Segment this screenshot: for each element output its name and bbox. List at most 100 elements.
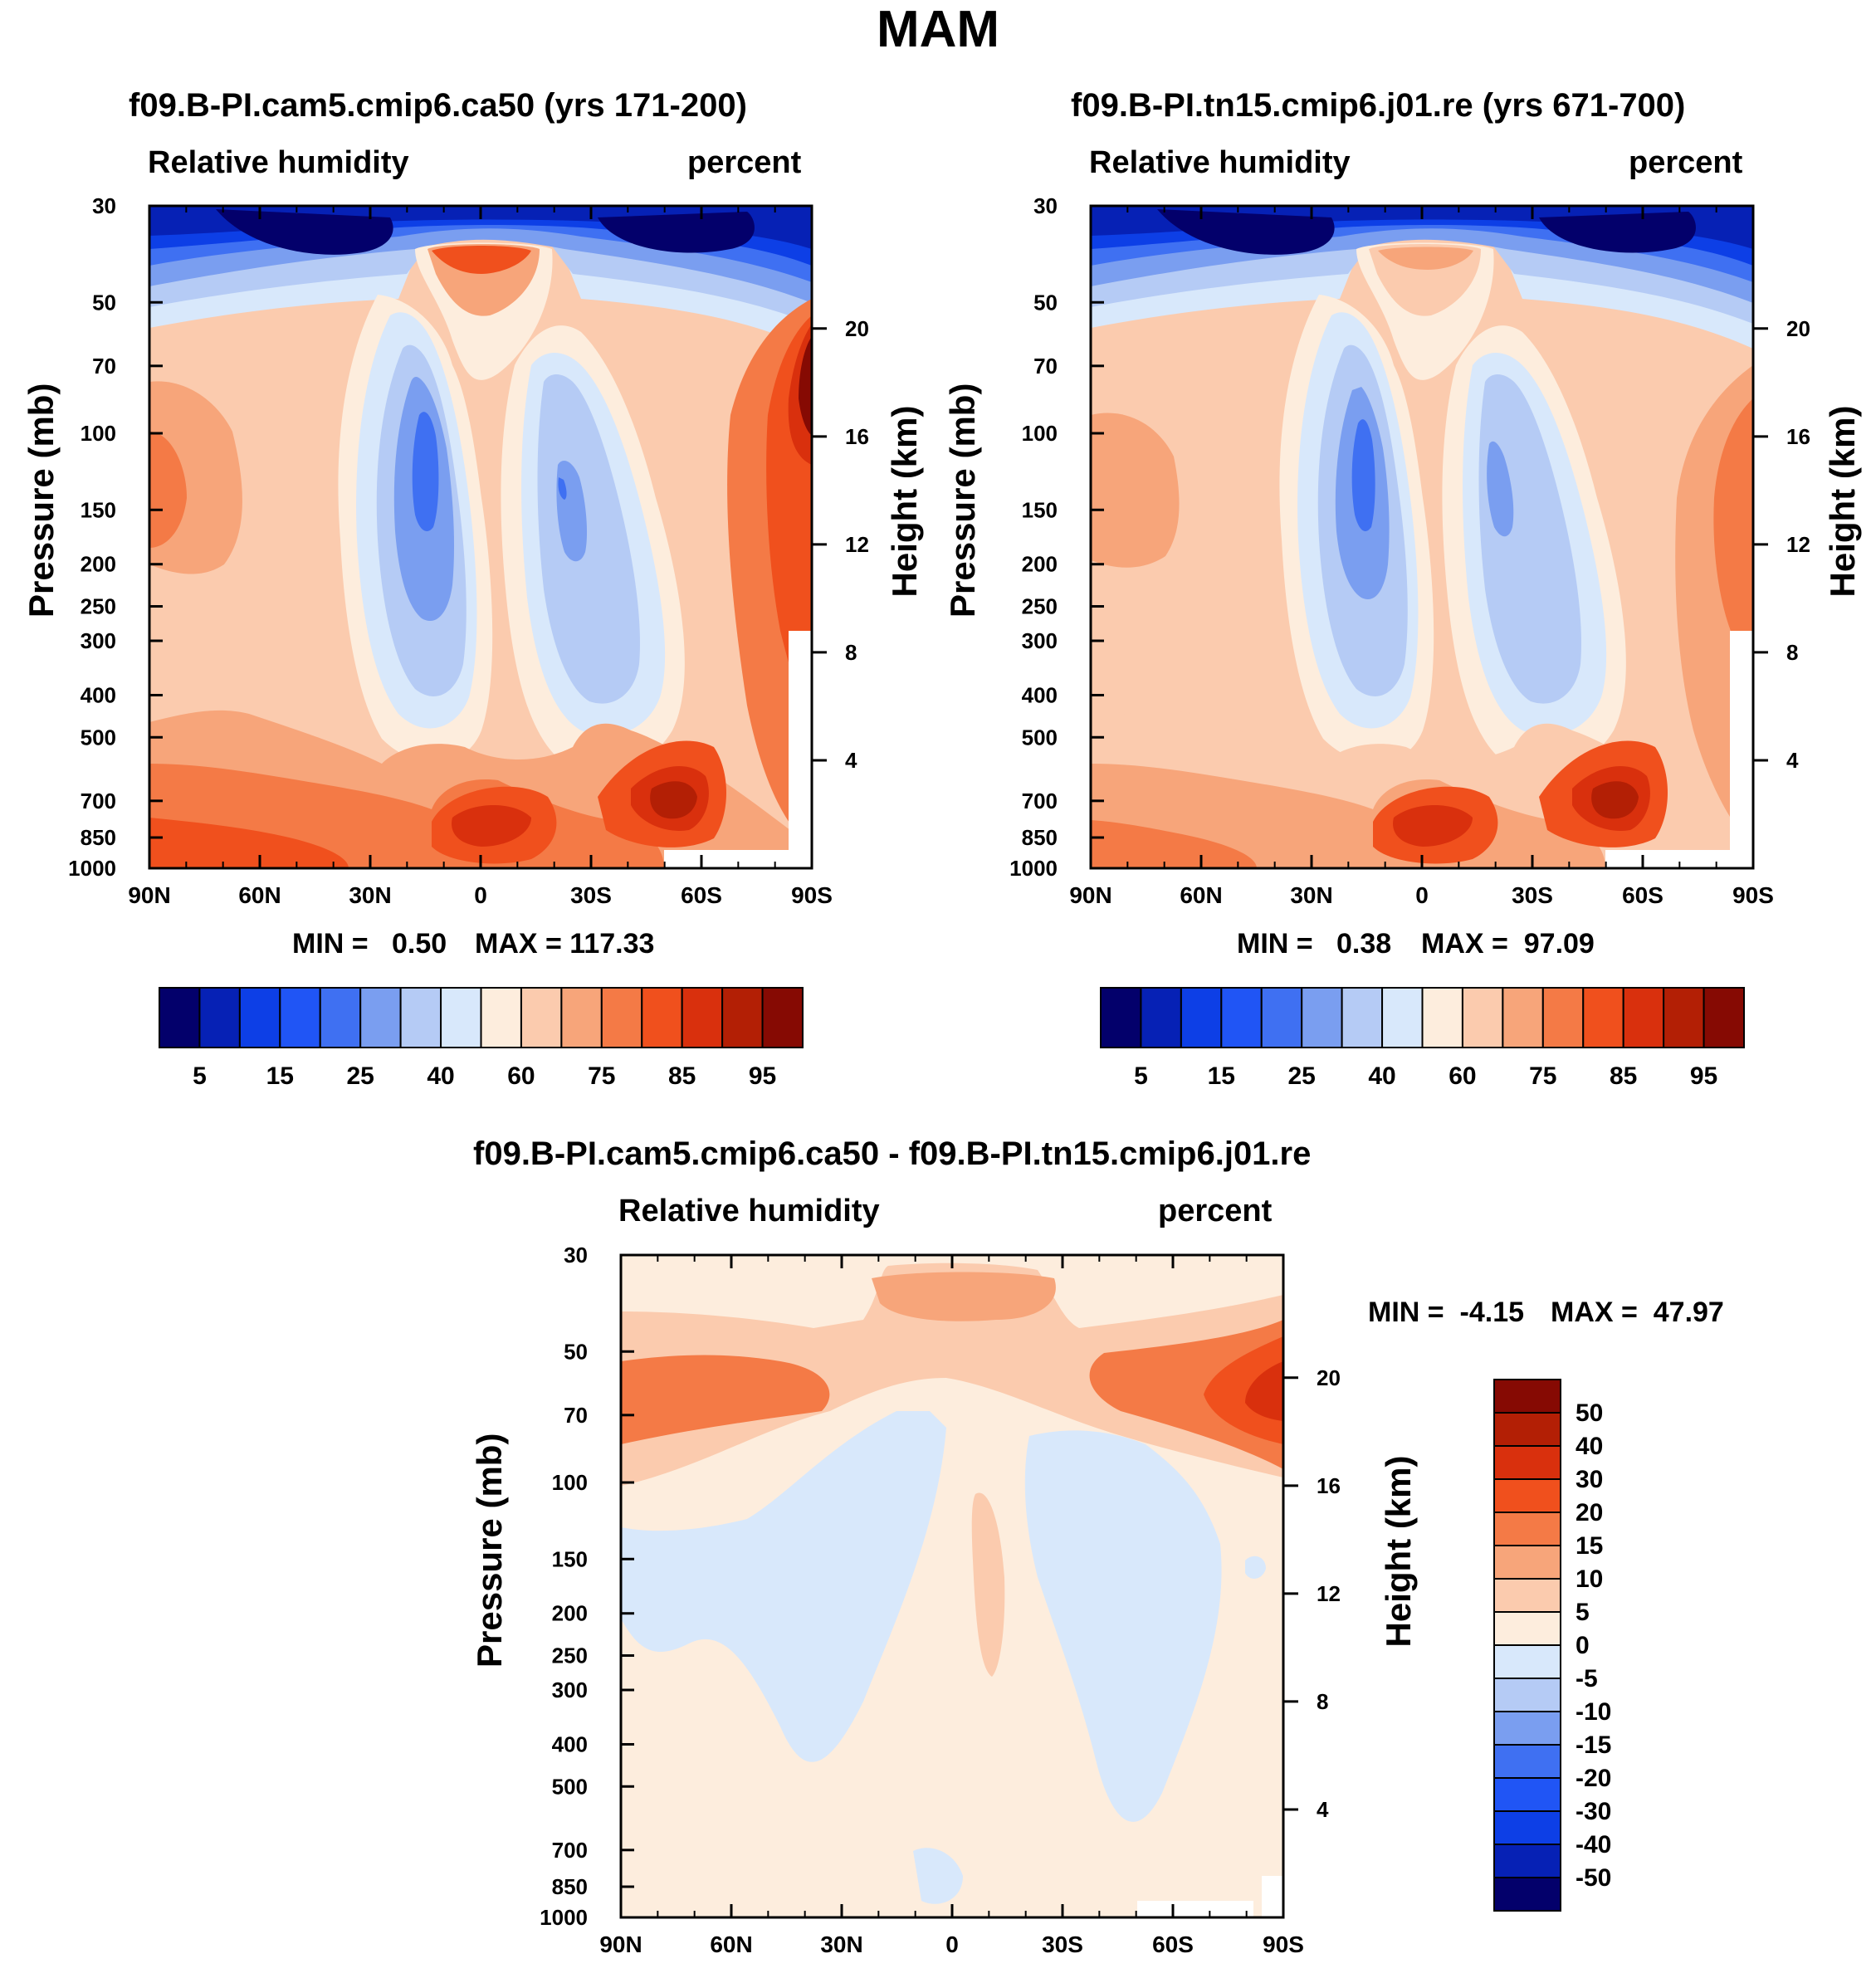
colorbar-label: 75: [588, 1062, 615, 1090]
colorbar-label: 75: [1529, 1062, 1556, 1090]
x-tick-label: 90S: [791, 882, 833, 908]
y-right-tick-label: 20: [845, 316, 869, 341]
colorbar-label: 15: [1208, 1062, 1235, 1090]
colorbar-swatch: [1493, 1611, 1561, 1646]
panel-1-units: percent: [687, 145, 802, 180]
colorbar-label: 95: [749, 1062, 776, 1090]
panel-3-min: MIN = -4.15: [1368, 1297, 1525, 1328]
y-tick-label: 850: [1022, 825, 1058, 850]
colorbar-swatch: [1493, 1412, 1561, 1447]
colorbar-label: -5: [1576, 1665, 1598, 1692]
y-right-tick-label: 8: [1317, 1689, 1328, 1714]
x-tick-label: 30S: [570, 882, 612, 908]
x-tick-label: 0: [945, 1932, 959, 1957]
panel-2-max: MAX = 97.09: [1421, 928, 1595, 960]
colorbar-swatch: [1582, 987, 1624, 1048]
panel-1-max: MAX = 117.33: [475, 928, 655, 960]
x-tick-label: 60S: [1622, 882, 1663, 908]
colorbar-swatch: [1493, 1545, 1561, 1580]
panel-1-field: [149, 206, 812, 868]
colorbar-swatch: [159, 987, 201, 1048]
y-tick-label: 700: [1022, 789, 1058, 813]
panel-3-variable: Relative humidity: [618, 1194, 880, 1228]
colorbar-label: 40: [427, 1062, 454, 1090]
y-right-tick-label: 12: [845, 532, 869, 557]
y-right-tick-label: 16: [1786, 424, 1810, 449]
colorbar-swatch: [1493, 1678, 1561, 1712]
colorbar-label: -40: [1576, 1831, 1611, 1858]
colorbar-swatch: [1493, 1578, 1561, 1613]
y-tick-label: 500: [81, 725, 116, 750]
y-tick-label: 50: [1033, 290, 1058, 315]
colorbar-label: 60: [1449, 1062, 1476, 1090]
colorbar-label: 15: [266, 1062, 294, 1090]
y-right-tick-label: 8: [1786, 640, 1798, 665]
y-tick-label: 1000: [68, 856, 116, 881]
y-right-tick-label: 16: [845, 424, 869, 449]
panel-3-units: percent: [1158, 1194, 1273, 1228]
y-right-tick-label: 20: [1786, 316, 1810, 341]
x-tick-label: 30S: [1042, 1932, 1083, 1957]
panel-1-variable: Relative humidity: [148, 145, 409, 180]
y-tick-label: 200: [552, 1601, 588, 1626]
colorbar-swatch: [1180, 987, 1223, 1048]
y-tick-label: 100: [81, 421, 116, 446]
colorbar-swatch: [1622, 987, 1665, 1048]
panel-1-title: f09.B-PI.cam5.cmip6.ca50 (yrs 171-200): [129, 87, 747, 124]
colorbar-label: 15: [1576, 1532, 1603, 1560]
colorbar-label: -10: [1576, 1698, 1611, 1726]
x-tick-label: 90S: [1732, 882, 1774, 908]
y-tick-label: 200: [1022, 552, 1058, 577]
y-tick-label: 1000: [540, 1905, 588, 1930]
colorbar-label: 60: [507, 1062, 535, 1090]
colorbar-label: 40: [1368, 1062, 1395, 1090]
colorbar-swatch: [1140, 987, 1182, 1048]
colorbar-label: 20: [1576, 1499, 1603, 1526]
y-right-tick-label: 4: [1317, 1797, 1329, 1822]
figure-title: MAM: [876, 1, 1000, 58]
x-tick-label: 30N: [349, 882, 391, 908]
colorbar-swatch: [761, 987, 804, 1048]
colorbar-label: 25: [1288, 1062, 1316, 1090]
y-tick-label: 400: [1022, 682, 1058, 707]
colorbar-label: 10: [1576, 1565, 1603, 1593]
colorbar-swatch: [1493, 1711, 1561, 1746]
panel-3-title: f09.B-PI.cam5.cmip6.ca50 - f09.B-PI.tn15…: [473, 1136, 1312, 1172]
y-tick-label: 30: [92, 193, 116, 218]
x-tick-label: 90N: [1069, 882, 1111, 908]
colorbar-label: -15: [1576, 1731, 1611, 1759]
y-tick-label: 30: [1033, 193, 1058, 218]
x-tick-label: 0: [474, 882, 487, 908]
colorbar-label: 5: [193, 1062, 207, 1090]
colorbar-label: 40: [1576, 1433, 1603, 1460]
colorbar-label: 25: [347, 1062, 374, 1090]
colorbar-label: 0: [1576, 1632, 1590, 1659]
y-tick-label: 100: [552, 1470, 588, 1495]
colorbar-label: 50: [1576, 1399, 1603, 1427]
axes-layer: 90N 60N 30N 0 30S 60S 90S305070100150200250300…: [68, 193, 1810, 1957]
y-tick-label: 1000: [1009, 856, 1058, 881]
colorbar-swatch: [399, 987, 442, 1048]
colorbar-swatch: [319, 987, 362, 1048]
x-tick-label: 0: [1415, 882, 1429, 908]
x-tick-label: 30N: [820, 1932, 862, 1957]
y-tick-label: 100: [1022, 421, 1058, 446]
colorbar-label: 85: [1610, 1062, 1637, 1090]
y-tick-label: 500: [552, 1774, 588, 1799]
y-right-tick-label: 12: [1786, 532, 1810, 557]
colorbar-swatch: [359, 987, 402, 1048]
colorbar-swatch: [560, 987, 603, 1048]
y-tick-label: 30: [564, 1243, 588, 1267]
y-tick-label: 250: [552, 1643, 588, 1668]
x-tick-label: 30S: [1512, 882, 1553, 908]
x-tick-label: 90N: [128, 882, 170, 908]
panel-2-field: [1091, 206, 1753, 868]
colorbar-swatch: [641, 987, 683, 1048]
colorbar-label: 95: [1690, 1062, 1717, 1090]
y-tick-label: 70: [1033, 354, 1058, 379]
panel-2-units: percent: [1629, 145, 1743, 180]
y-right-tick-label: 12: [1317, 1581, 1341, 1606]
colorbar-swatch: [480, 987, 522, 1048]
y-tick-label: 400: [81, 682, 116, 707]
